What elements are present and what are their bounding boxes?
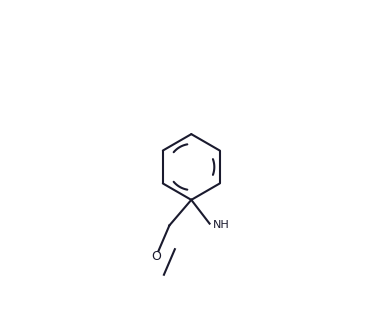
- Text: NH: NH: [213, 220, 230, 230]
- Text: O: O: [152, 250, 162, 263]
